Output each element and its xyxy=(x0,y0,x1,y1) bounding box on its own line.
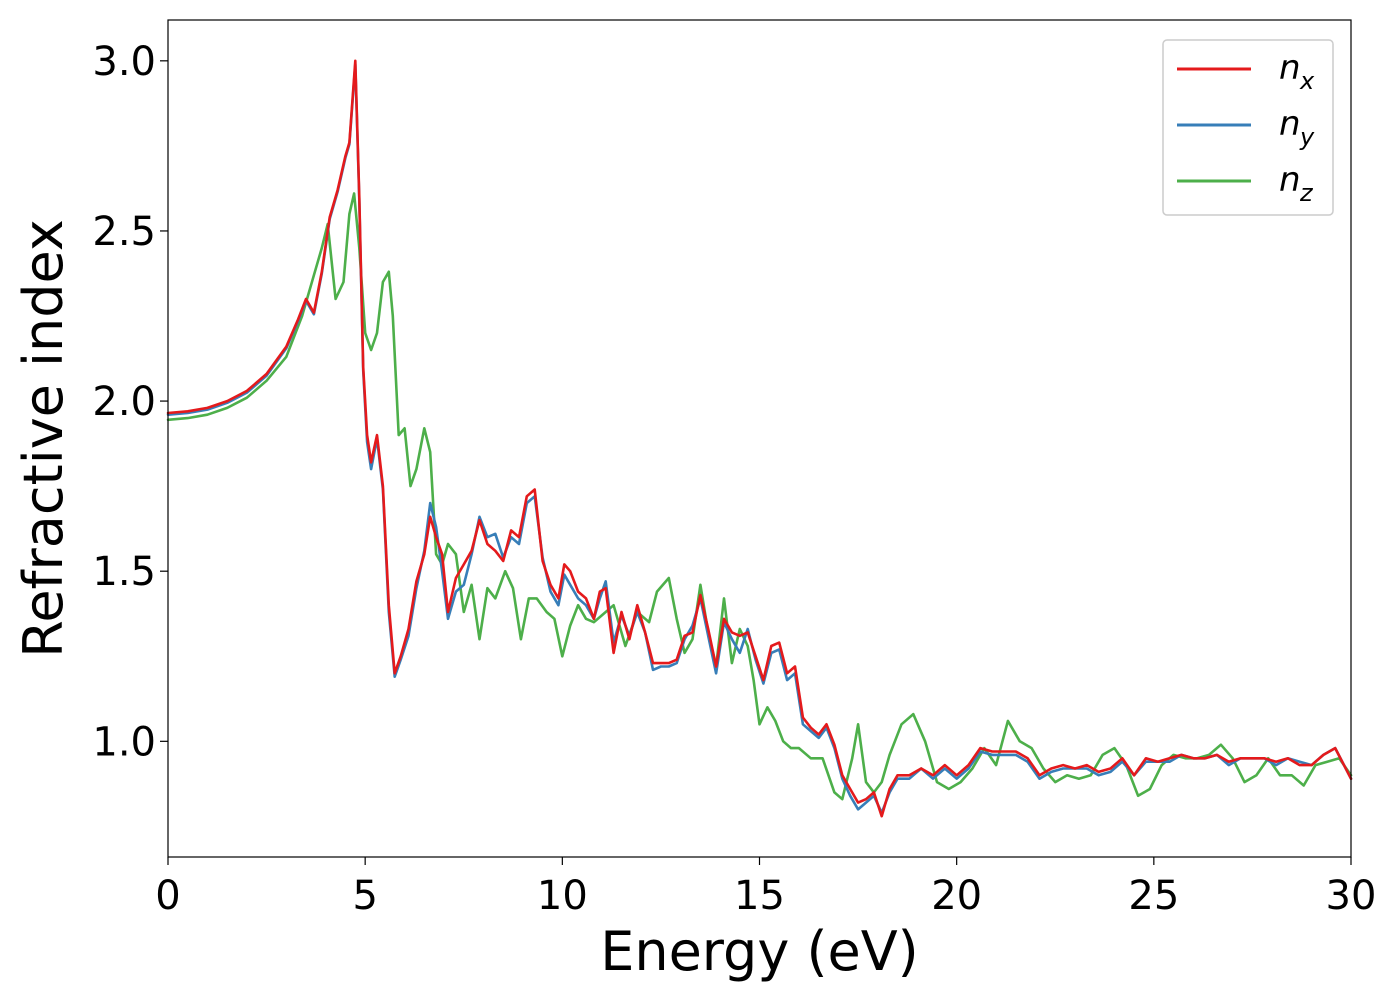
x-tick-label: 15 xyxy=(734,873,785,919)
x-axis-ticks: 0 5 10 15 20 25 30 xyxy=(155,857,1376,919)
legend-label-subscript: x xyxy=(1299,67,1315,95)
legend-label-subscript: y xyxy=(1299,123,1315,151)
x-tick-label: 5 xyxy=(352,873,377,919)
x-tick-label: 25 xyxy=(1128,873,1179,919)
y-axis-title: Refractive index xyxy=(12,219,75,658)
x-tick-label: 30 xyxy=(1326,873,1377,919)
x-axis-title: Energy (eV) xyxy=(600,920,919,983)
series-layer xyxy=(166,59,1353,818)
legend: n xn yn z xyxy=(1162,39,1334,216)
legend-label-subscript: z xyxy=(1299,179,1314,207)
legend-label: n xyxy=(1279,104,1301,144)
y-tick-label: 1.0 xyxy=(92,719,156,765)
y-tick-label: 2.5 xyxy=(92,209,156,255)
legend-label: n xyxy=(1279,48,1301,88)
legend-frame xyxy=(1162,39,1334,216)
y-tick-label: 1.5 xyxy=(92,549,156,595)
x-tick-label: 20 xyxy=(931,873,982,919)
legend-label: n xyxy=(1279,160,1301,200)
x-tick-label: 10 xyxy=(537,873,588,919)
y-tick-label: 2.0 xyxy=(92,379,156,425)
series-line-x xyxy=(166,59,1353,818)
y-tick-label: 3.0 xyxy=(92,39,156,85)
x-tick-label: 0 xyxy=(155,873,180,919)
y-axis-ticks: 1.0 1.5 2.0 2.5 3.0 xyxy=(92,39,168,765)
